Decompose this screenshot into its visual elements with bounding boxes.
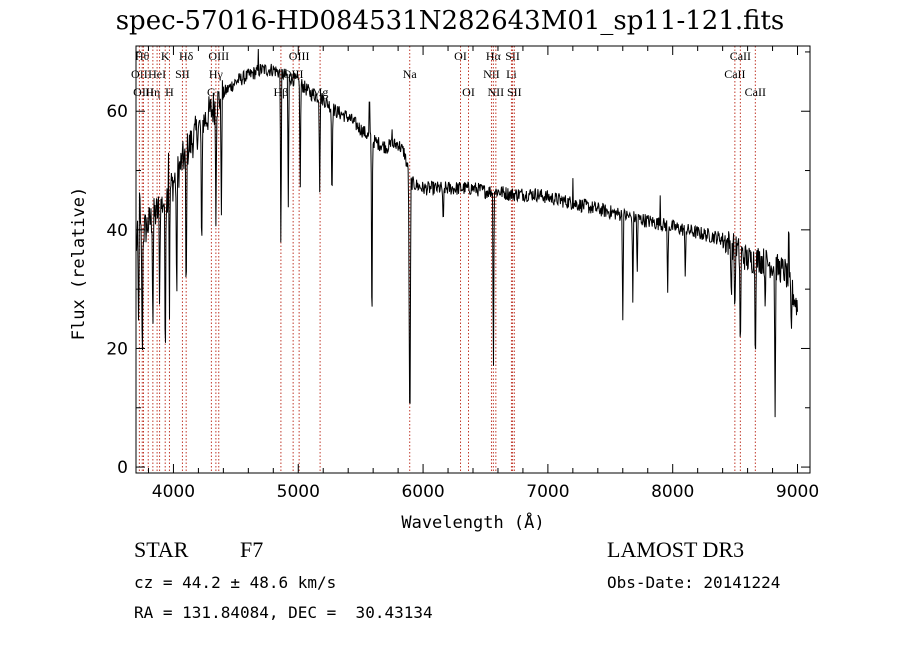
line-marker-label: Na xyxy=(403,67,418,81)
x-tick-label: 9000 xyxy=(776,482,819,502)
velocity-readout: cz = 44.2 ± 48.6 km/s xyxy=(134,573,337,592)
y-tick-label: 20 xyxy=(106,339,128,359)
spectrum-line xyxy=(135,48,798,418)
line-marker-label: CaII xyxy=(724,67,745,81)
line-marker-label: Hβ xyxy=(274,85,289,99)
line-marker-label: G xyxy=(207,85,216,99)
line-marker-label: OIII xyxy=(289,49,310,63)
x-axis-label: Wavelength (Å) xyxy=(401,511,544,533)
x-tick-label: 8000 xyxy=(651,482,694,502)
line-marker-label: SII xyxy=(507,85,522,99)
line-marker-label: OIII xyxy=(208,49,229,63)
x-tick-label: 5000 xyxy=(277,482,320,502)
line-marker-label: CaII xyxy=(745,85,766,99)
line-marker-label: HeI xyxy=(148,67,166,81)
observation-date: Obs-Date: 20141224 xyxy=(607,573,781,592)
x-tick-label: 7000 xyxy=(526,482,569,502)
line-marker-label: SII xyxy=(175,67,190,81)
line-markers-layer: OIIHθOIIIHηHeIKHSIIHδGHγOIIIHβOIIIOIIIMg… xyxy=(131,46,766,473)
line-marker-label: Li xyxy=(506,67,517,81)
coordinates-readout: RA = 131.84084, DEC = 30.43134 xyxy=(134,603,433,622)
line-marker-label: OI xyxy=(454,49,467,63)
line-marker-label: Hθ xyxy=(135,49,150,63)
line-marker-label: Hγ xyxy=(209,67,224,81)
survey-name: LAMOST DR3 xyxy=(607,537,745,562)
y-tick-label: 0 xyxy=(117,458,128,478)
line-marker-label: OI xyxy=(462,85,475,99)
object-subclass: F7 xyxy=(240,537,264,562)
line-marker-label: NII xyxy=(488,85,505,99)
y-tick-label: 40 xyxy=(106,221,128,241)
line-marker-label: OII xyxy=(131,67,148,81)
line-marker-label: SII xyxy=(505,49,520,63)
line-marker-label: Hδ xyxy=(179,49,194,63)
spectrum-layer xyxy=(135,48,798,418)
line-marker-label: K xyxy=(161,49,170,63)
y-axis-label: Flux (relative) xyxy=(69,187,89,341)
line-marker-label: NII xyxy=(483,67,500,81)
object-class: STAR xyxy=(134,537,189,562)
line-marker-label: CaII xyxy=(730,49,751,63)
line-marker-label: H xyxy=(165,85,174,99)
line-marker-label: Hη xyxy=(145,85,160,99)
plot-frame xyxy=(135,45,811,474)
line-marker-label: Hα xyxy=(486,49,502,63)
chart-title: spec-57016-HD084531N282643M01_sp11-121.f… xyxy=(115,6,785,36)
x-tick-label: 6000 xyxy=(401,482,444,502)
y-tick-label: 60 xyxy=(106,102,128,122)
x-tick-label: 4000 xyxy=(152,482,195,502)
